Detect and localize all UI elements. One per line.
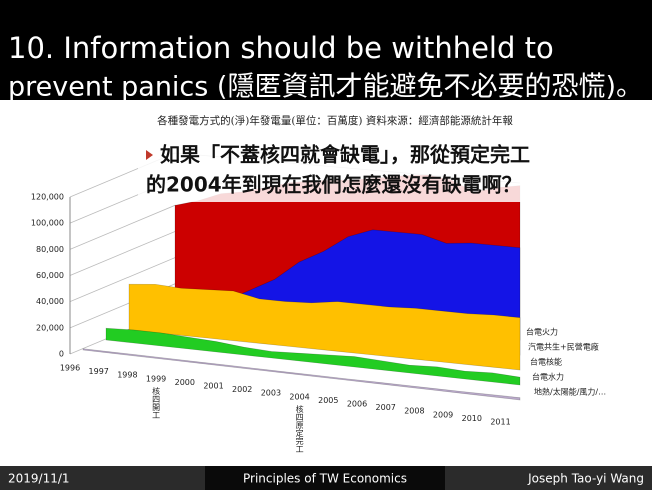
footer-course: Principles of TW Economics	[243, 472, 407, 486]
bullet	[146, 150, 153, 160]
legend-label: 汽電共生+民營電廠	[528, 342, 599, 352]
callout-line: 的2004年到現在我們怎麼還沒有缺電啊？	[146, 173, 522, 197]
title-line: prevent panics (隱匿資訊才能避免不必要的恐慌)。	[8, 72, 643, 103]
legend-label: 台電火力	[526, 327, 558, 337]
x-tick-label: 2004	[289, 392, 309, 401]
footer-author: Joseph Tao-yi Wang	[527, 472, 644, 486]
area	[105, 327, 521, 386]
x-tick-label: 2005	[318, 396, 338, 405]
annotation: 核四開工	[152, 386, 161, 419]
x-tick-label: 2000	[175, 378, 195, 387]
x-tick-label: 1998	[117, 371, 137, 380]
chart: 0 20,000 40,000 60,000 80,000 100,000 120,000 台…	[31, 152, 606, 453]
y-tick-label: 0	[59, 350, 64, 359]
footer-right	[445, 466, 652, 490]
callout: 如果「不蓋核四就會缺電」，那從預定完工 的2004年到現在我們怎麼還沒有缺電啊？	[138, 138, 646, 202]
callout-line: 如果「不蓋核四就會缺電」，那從預定完工	[160, 143, 530, 167]
callout-box	[138, 138, 646, 202]
annotation: 核四原定完工	[295, 404, 304, 453]
x-tick-label: 2008	[404, 407, 424, 416]
legend-label: 台電核能	[530, 357, 562, 367]
x-tick-label: 2003	[261, 389, 281, 398]
title-line: 10. Information should be withheld to	[8, 31, 554, 65]
footer-middle	[205, 466, 445, 490]
title-bar	[0, 0, 652, 100]
y-tick-label: 120,000	[31, 193, 64, 202]
y-tick-label: 60,000	[36, 271, 64, 280]
x-tick-label: 2002	[232, 385, 252, 394]
x-tick-label: 2007	[376, 403, 396, 412]
area	[128, 283, 521, 371]
y-tick-label: 100,000	[31, 219, 64, 228]
x-tick-label: 1997	[89, 367, 109, 376]
x-tick-label: 2006	[347, 400, 367, 409]
x-tick-label: 1996	[60, 364, 80, 373]
legend-label: 地熱/太陽能/風力/…	[534, 387, 606, 397]
y-tick-label: 80,000	[36, 245, 64, 254]
y-tick-label: 20,000	[36, 323, 64, 332]
x-tick-label: 2009	[433, 410, 453, 419]
footer-date: 2019/11/1	[8, 472, 70, 486]
x-tick-label: 1999	[146, 374, 166, 383]
chart-title: 各種發電方式的(淨)年發電量(單位：百萬度) 資料來源：經濟部能源統計年報	[157, 114, 513, 127]
footer-left	[0, 466, 205, 490]
legend-label: 台電水力	[532, 372, 564, 382]
x-tick-label: 2011	[490, 418, 510, 427]
x-tick-label: 2010	[462, 414, 482, 423]
area	[82, 348, 521, 401]
y-tick-label: 40,000	[36, 297, 64, 306]
x-tick-label: 2001	[203, 382, 223, 391]
